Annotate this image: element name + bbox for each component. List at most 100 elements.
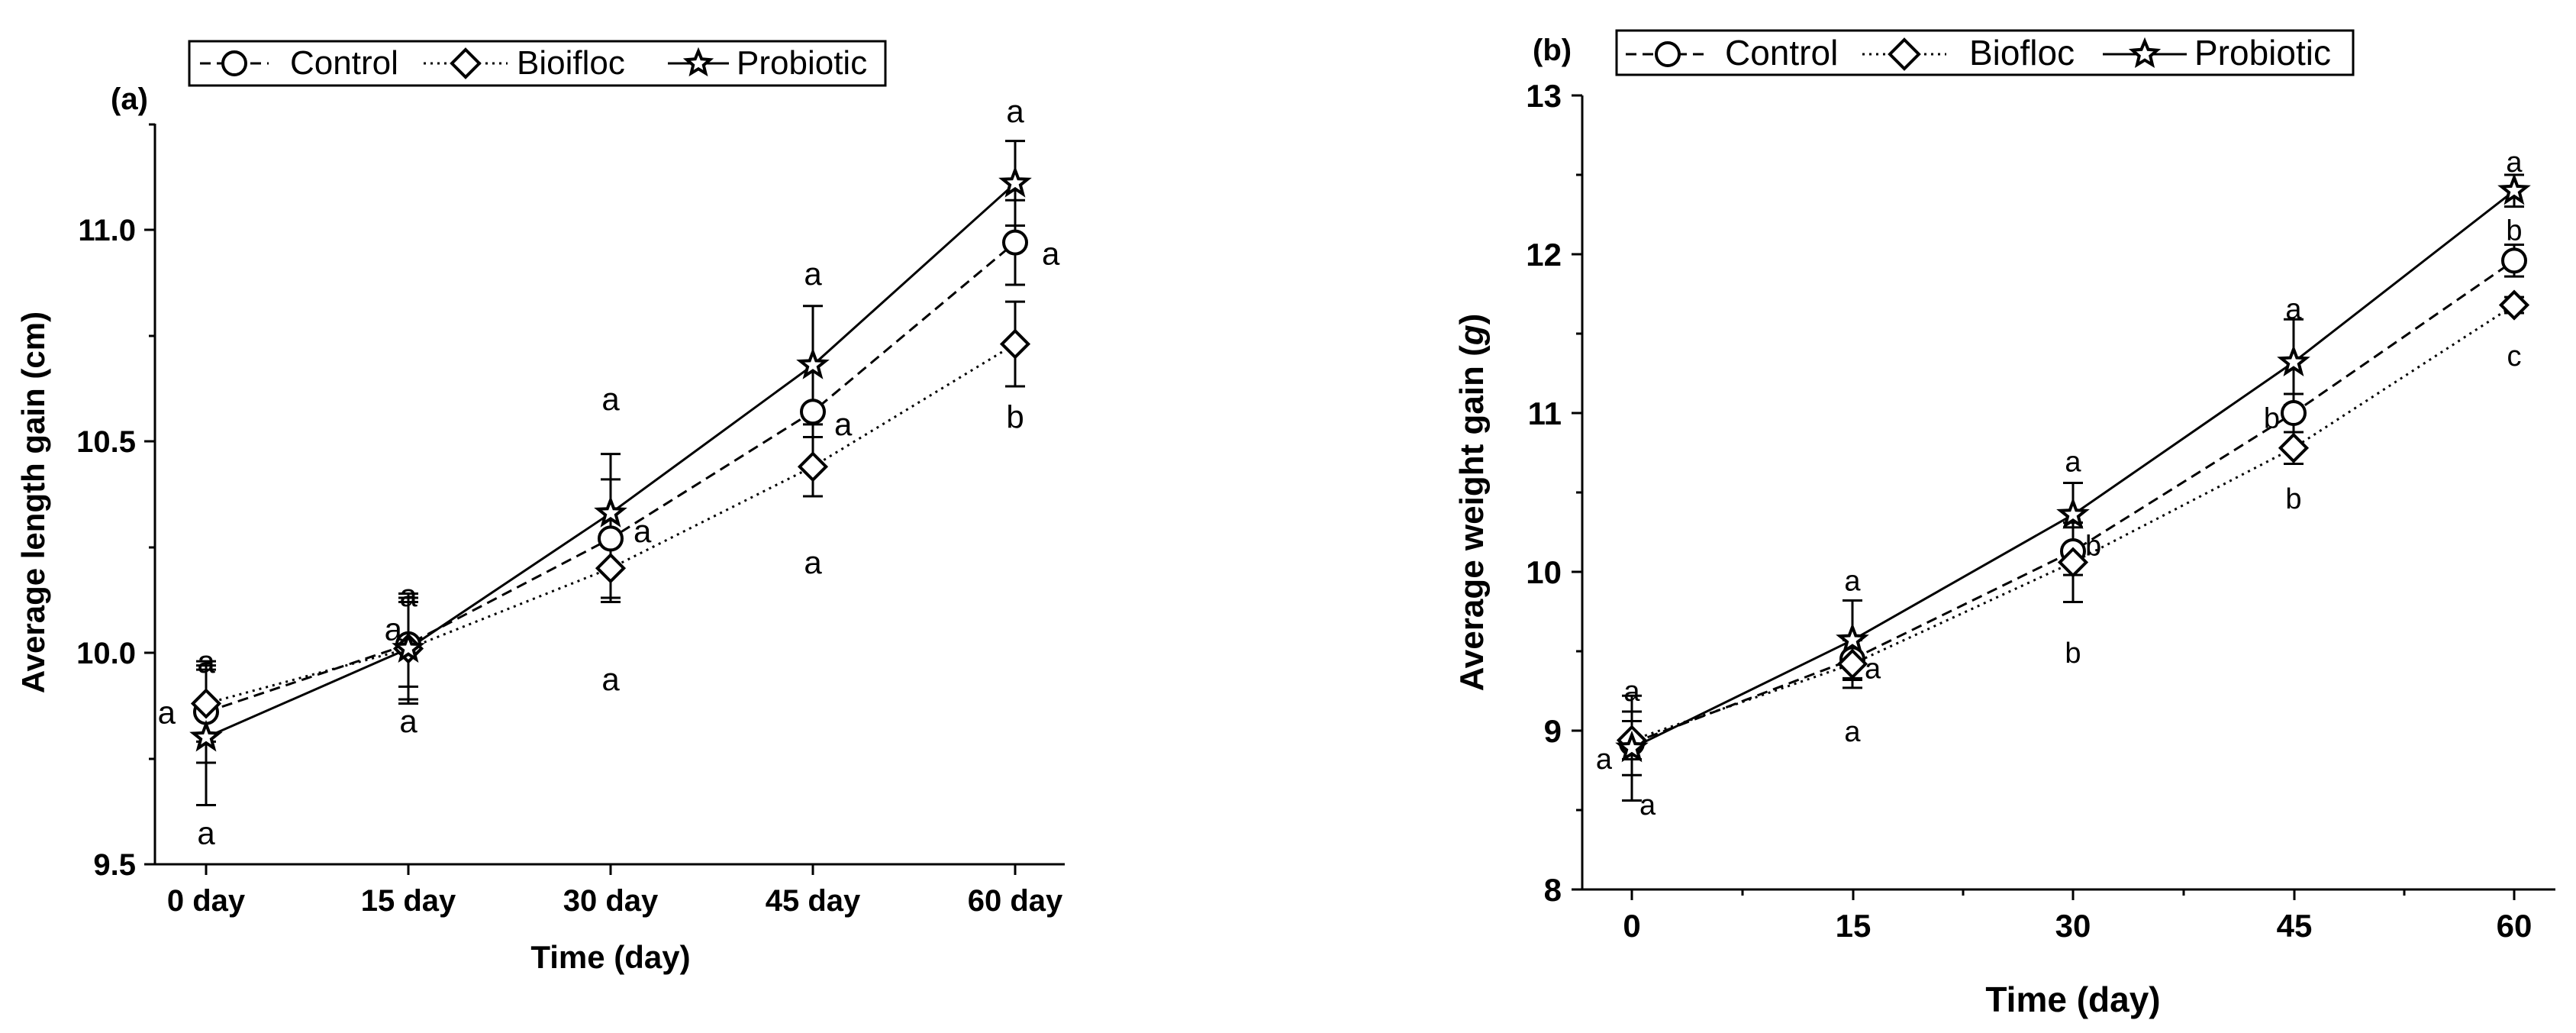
panel-b-x-axis-title: Time (day) <box>1985 980 2160 1019</box>
legend-b-biofloc-label: Biofloc <box>1969 33 2075 73</box>
significance-label-probiotic: a <box>399 703 418 739</box>
panel-a-xtick-label: 60 day <box>968 884 1063 918</box>
panel-a-ytick-label: 9.5 <box>93 848 136 882</box>
panel-b-xtick-label: 45 <box>2277 908 2313 944</box>
panel-a-ytick-label: 10.5 <box>76 425 136 459</box>
significance-label-probiotic: a <box>197 815 215 851</box>
panel-b-xtick-label: 30 <box>2055 908 2091 944</box>
significance-label-control: a <box>634 513 652 549</box>
data-point-control <box>800 399 826 425</box>
significance-label-probiotic: a <box>2285 294 2302 326</box>
significance-label-biofloc: b <box>2065 638 2081 670</box>
legend-a-biofloc-marker <box>450 47 482 79</box>
legend-b-control-label: Control <box>1725 33 1838 73</box>
panel-a-label: (a) <box>111 82 148 116</box>
legend-b-probiotic-marker <box>2128 37 2162 69</box>
significance-label-biofloc: b <box>2285 483 2301 515</box>
panel-b-ytick-label: 11 <box>1528 395 1562 431</box>
data-point-probiotic <box>2497 173 2531 205</box>
panel-b-xtick-label: 15 <box>1836 908 1872 944</box>
significance-label-bioifloc: b <box>1006 399 1024 434</box>
legend-b: Control Biofloc Probiotic <box>1615 29 2355 76</box>
data-point-probiotic <box>392 631 425 663</box>
panel-b-y-axis-title: Average weight gain (g) <box>1453 314 1491 692</box>
panel-b-y-axis-title-end: ) <box>1453 314 1491 325</box>
significance-label-probiotic: a <box>1623 676 1640 708</box>
data-point-bioifloc <box>190 688 222 719</box>
data-point-control <box>2281 400 2307 426</box>
legend-a-frame <box>188 40 887 87</box>
significance-label-control: a <box>1042 235 1060 271</box>
data-point-probiotic <box>594 496 627 528</box>
data-point-biofloc <box>2057 547 2089 578</box>
panel-b-xtick-label: 0 <box>1623 908 1640 944</box>
data-point-probiotic <box>1836 622 1869 655</box>
panel-a-xtick-label: 0 day <box>167 884 246 918</box>
data-point-bioifloc <box>999 328 1031 360</box>
panel-b-label: (b) <box>1533 34 1572 67</box>
series-line-control <box>1631 260 2515 745</box>
significance-label-control: b <box>2506 215 2522 247</box>
significance-label-control: a <box>158 694 176 730</box>
significance-label-control: a <box>1865 654 1881 686</box>
data-point-bioifloc <box>797 451 829 483</box>
data-point-control <box>2501 247 2527 274</box>
data-point-bioifloc <box>595 553 627 584</box>
legend-b-probiotic-label: Probiotic <box>2194 33 2331 73</box>
panel-b-ytick-label: 12 <box>1526 237 1562 273</box>
legend-b-frame <box>1615 29 2355 76</box>
panel-b-xtick-label: 60 <box>2497 908 2532 944</box>
data-point-probiotic <box>796 347 830 379</box>
panel-a-xticks: 0 day 15 day 30 day 45 day 60 day <box>167 864 1063 918</box>
data-point-probiotic <box>2056 497 2090 529</box>
panel-b-ytick-label: 9 <box>1544 713 1562 749</box>
significance-label-bioifloc: a <box>804 544 822 580</box>
data-point-biofloc <box>1836 648 1868 680</box>
significance-label-probiotic: a <box>2065 446 2081 478</box>
panel-b-y-axis-title-unit: g <box>1453 324 1491 346</box>
panel-a-xtick-label: 15 day <box>361 884 456 918</box>
data-point-probiotic <box>1615 730 1649 763</box>
panel-b: (b) Control Biofloc Probiotic <box>1453 29 2555 1019</box>
significance-label-probiotic: a <box>2506 147 2523 179</box>
significance-label-biofloc: a <box>1639 789 1656 822</box>
panel-a-yticks: 9.5 10.0 10.5 11.0 <box>76 123 155 882</box>
panel-a-y-axis-title: Average length gain (cm) <box>15 312 51 693</box>
data-point-probiotic <box>189 719 223 752</box>
significance-label-control: a <box>834 406 853 442</box>
data-point-biofloc <box>2278 432 2310 463</box>
panel-b-ytick-label: 10 <box>1526 554 1562 590</box>
data-point-biofloc <box>2498 289 2530 321</box>
data-point-probiotic <box>998 166 1032 198</box>
significance-label-control: b <box>2264 402 2280 434</box>
legend-a: Control Bioifloc Probiotic <box>188 40 887 87</box>
panel-a-ytick-label: 10.0 <box>76 637 136 670</box>
panel-b-y-axis-title-main: Average weight gain ( <box>1453 345 1491 691</box>
legend-b-control-marker <box>1655 41 1681 67</box>
significance-label-probiotic: a <box>1006 93 1024 129</box>
significance-label-biofloc: a <box>1844 716 1861 748</box>
significance-label-probiotic: a <box>601 381 620 417</box>
data-point-control <box>598 525 624 552</box>
significance-label-biofloc: c <box>2507 341 2522 373</box>
legend-a-probiotic-marker <box>682 47 714 77</box>
significance-label-bioifloc: a <box>197 644 215 680</box>
significance-label-probiotic: a <box>1844 566 1861 598</box>
panel-a: (a) Control Bioifloc Probiotic 9. <box>15 40 1065 975</box>
data-point-control <box>1002 229 1028 256</box>
legend-a-biofloc-label: Bioifloc <box>517 44 625 82</box>
panel-b-xticks: 0 15 30 45 60 <box>1623 889 2532 944</box>
panel-a-xtick-label: 45 day <box>766 884 861 918</box>
legend-a-probiotic-label: Probiotic <box>737 44 867 82</box>
significance-label-control: a <box>385 612 403 647</box>
panel-b-yticks: 8 9 10 11 12 13 <box>1526 78 1582 908</box>
panel-a-ytick-label: 11.0 <box>78 214 136 247</box>
panel-b-ytick-label: 8 <box>1544 872 1562 908</box>
legend-a-control-label: Control <box>290 44 398 82</box>
significance-label-bioifloc: a <box>601 661 620 697</box>
significance-label-control: b <box>2085 530 2101 562</box>
panel-a-xtick-label: 30 day <box>563 884 659 918</box>
legend-b-biofloc-marker <box>1888 37 1921 71</box>
